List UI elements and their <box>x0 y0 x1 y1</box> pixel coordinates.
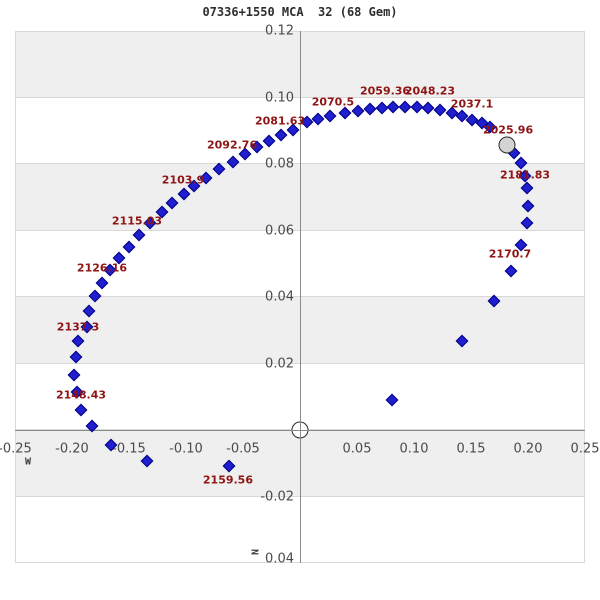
epoch-label: 2148.43 <box>55 388 107 402</box>
x-tick-label: 0.10 <box>399 441 429 457</box>
chart-title: 07336+1550 MCA 32 (68 Gem) <box>202 5 398 19</box>
epoch-label: 2103.9 <box>161 173 205 187</box>
y-tick-label: -0.02 <box>260 489 294 504</box>
x-tick-label: -0.25 <box>0 441 32 457</box>
x-tick-label: 0.20 <box>513 441 543 457</box>
epoch-label: 2181.83 <box>499 168 551 182</box>
plot-area: W N 0.12 0.10 0.08 0.06 0.04 0.02 -0.02 0.04 -0.… <box>0 24 599 567</box>
x-tick-label: -0.15 <box>112 441 146 457</box>
x-tick-label: -0.05 <box>226 441 260 457</box>
x-tick-label: 0.15 <box>456 441 486 457</box>
epoch-label: 2170.7 <box>488 247 532 261</box>
y-tick-label: 0.06 <box>265 223 294 238</box>
plot-right-edge <box>584 31 585 563</box>
epoch-label: 2081.63 <box>254 114 306 128</box>
epoch-label: 2059.36 <box>359 84 411 98</box>
x-tick-label: 0.05 <box>342 441 372 457</box>
x-tick-label: 0.25 <box>570 441 600 457</box>
north-direction-label: N <box>248 548 260 556</box>
epoch-label: 2025.96 <box>482 123 534 137</box>
y-axis-line <box>299 31 301 563</box>
epoch-label: 2137.3 <box>56 320 100 334</box>
epoch-label: 2048.23 <box>404 84 456 98</box>
epoch-label: 2126.16 <box>76 261 128 275</box>
plot-left-edge <box>15 31 16 563</box>
epoch-label: 2037.1 <box>450 97 494 111</box>
epoch-label: 2070.5 <box>311 95 355 109</box>
epoch-label: 2159.56 <box>202 473 253 487</box>
y-tick-label: 0.02 <box>265 356 294 371</box>
epoch-label: 2115.03 <box>111 214 163 228</box>
epoch-label: 2092.76 <box>206 138 258 152</box>
x-tick-label: -0.10 <box>169 441 203 457</box>
y-tick-label: 0.04 <box>265 289 294 305</box>
y-tick-label: 0.04 <box>265 551 294 567</box>
y-tick-label: 0.10 <box>265 90 294 105</box>
y-tick-label: 0.08 <box>265 156 294 172</box>
x-tick-label: -0.20 <box>55 441 89 457</box>
y-tick-label: 0.12 <box>265 23 294 39</box>
west-direction-label: W <box>24 456 32 468</box>
current-position-marker <box>498 136 516 154</box>
